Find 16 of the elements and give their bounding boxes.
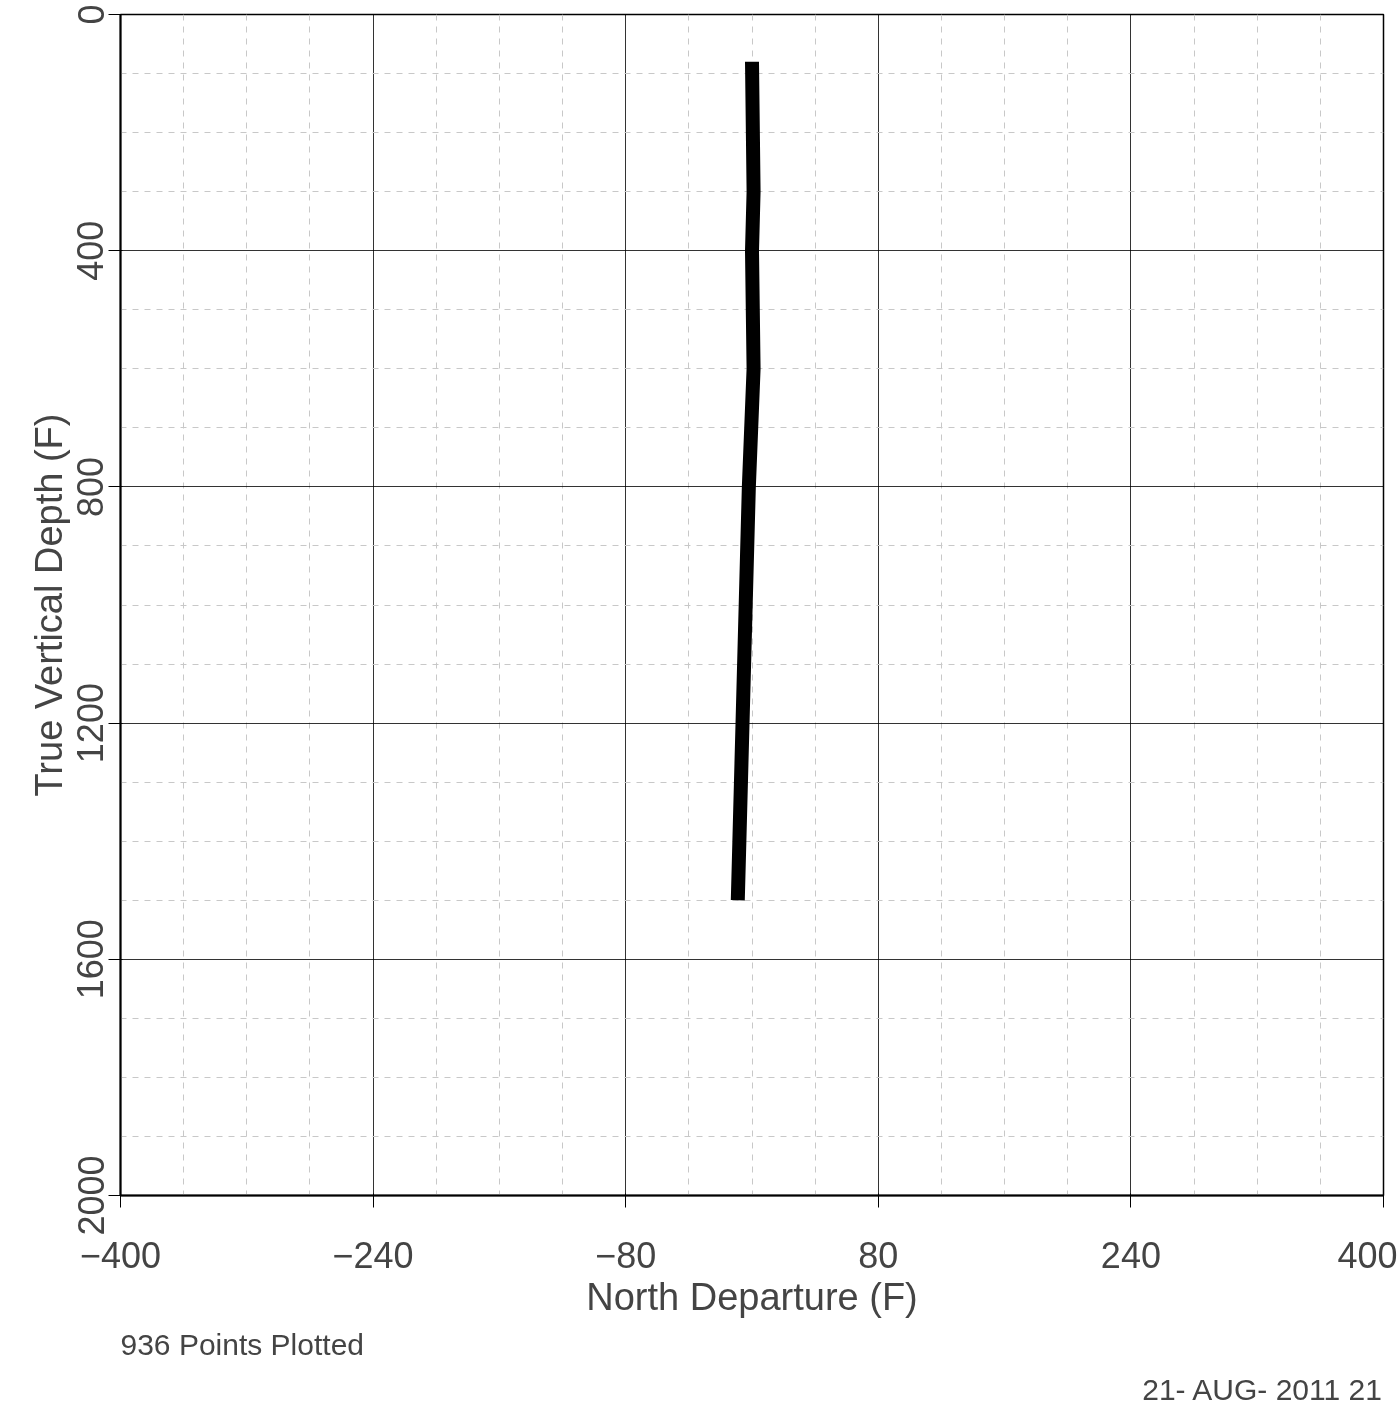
y-tick-label: 0 (70, 4, 112, 25)
text: 21- AUG- 2011 21 (1142, 1372, 1382, 1406)
x-tick-label: −80 (595, 1234, 657, 1276)
x-tick-label: 400 (1337, 1234, 1397, 1276)
y-tick-label: 1200 (70, 683, 112, 764)
y-tick-label: 2000 (70, 1155, 112, 1236)
y-tick-label: 800 (70, 456, 112, 517)
x-tick-label: 80 (858, 1234, 899, 1276)
y-tick-label: 1600 (70, 919, 112, 1000)
text: 936 Points Plotted (120, 1327, 365, 1361)
x-tick-label: −240 (332, 1234, 414, 1276)
x-axis-title: North Departure (F) (586, 1275, 918, 1318)
x-tick-label: −400 (79, 1234, 162, 1276)
y-tick-label: 400 (70, 220, 112, 281)
y-axis-title: True Vertical Depth (F) (27, 413, 70, 797)
x-tick-label: 240 (1100, 1234, 1161, 1276)
